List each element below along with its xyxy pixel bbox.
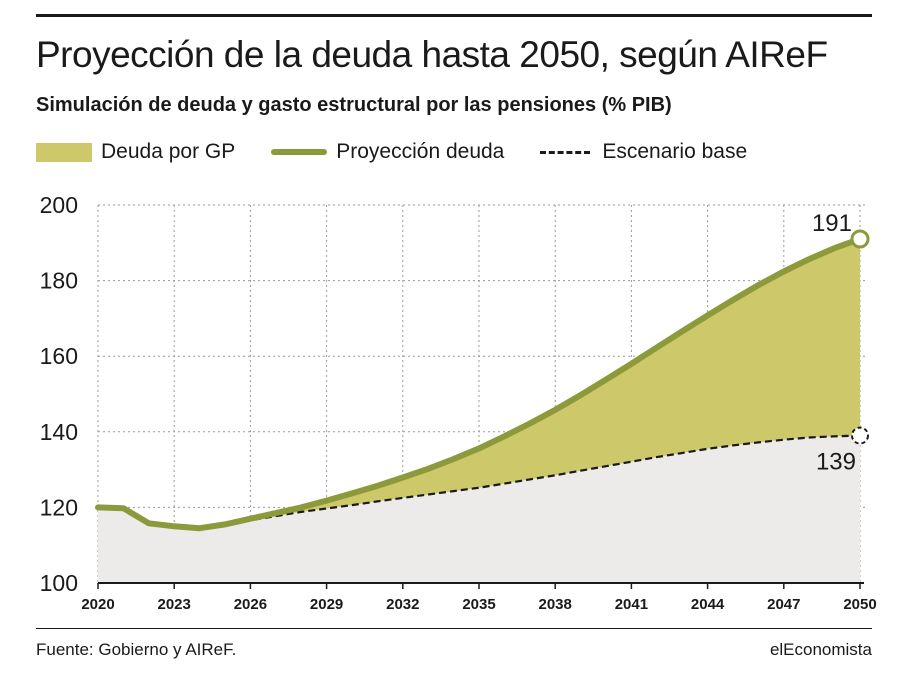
legend-label-escenario-base: Escenario base [602,140,748,163]
x-tick-label: 2035 [462,596,495,613]
legend-swatch-dash [540,150,591,154]
y-tick-label: 160 [40,343,78,369]
axis-layer: 100 120 140 160 180 200 2020 2023 2026 2029 2032 20… [40,192,877,613]
legend: Deuda por GP Proyección deuda Escenario … [36,138,783,166]
proyeccion-deuda-line [95,236,863,532]
legend-swatch-line [271,149,328,155]
y-tick-label: 100 [40,570,78,596]
end-marker-escenario-base [851,426,869,445]
x-tick-label: 2038 [539,596,572,613]
base-fill-area [98,435,860,583]
source-note: Fuente: Gobierno y AIReF. [36,640,237,659]
legend-item-deuda-gp: Deuda por GP [36,140,235,164]
x-tick-label: 2023 [158,596,191,613]
chart-subtitle: Simulación de deuda y gasto estructural … [36,94,672,116]
x-tick-label: 2032 [386,596,419,613]
y-tick-label: 120 [40,494,78,520]
legend-label-proyeccion: Proyección deuda [336,140,505,163]
x-tick-label: 2044 [691,596,725,613]
x-tick-label: 2029 [310,596,343,613]
chart-title: Proyección de la deuda hasta 2050, según… [36,34,828,75]
end-label-proyeccion: 191 [812,210,852,237]
x-tick-label: 2020 [81,596,114,613]
y-tick-label: 200 [40,192,78,218]
escenario-base-line [199,434,861,530]
legend-item-escenario-base: Escenario base [540,140,747,164]
x-tick-label: 2050 [843,596,876,613]
x-tick-label: 2047 [767,596,800,613]
brand-logo: elEconomista [769,640,872,659]
y-tick-label: 140 [40,419,78,445]
footer-rule [36,628,872,629]
top-rule [36,14,872,17]
end-label-escenario-base: 139 [816,449,856,476]
legend-label-deuda-gp: Deuda por GP [101,140,236,163]
x-tick-label: 2041 [615,596,648,613]
legend-item-proyeccion: Proyección deuda [271,140,504,164]
end-marker-proyeccion [850,229,870,249]
y-tick-label: 180 [40,268,78,294]
legend-swatch-area [36,142,92,162]
x-tick-label: 2026 [234,596,267,613]
